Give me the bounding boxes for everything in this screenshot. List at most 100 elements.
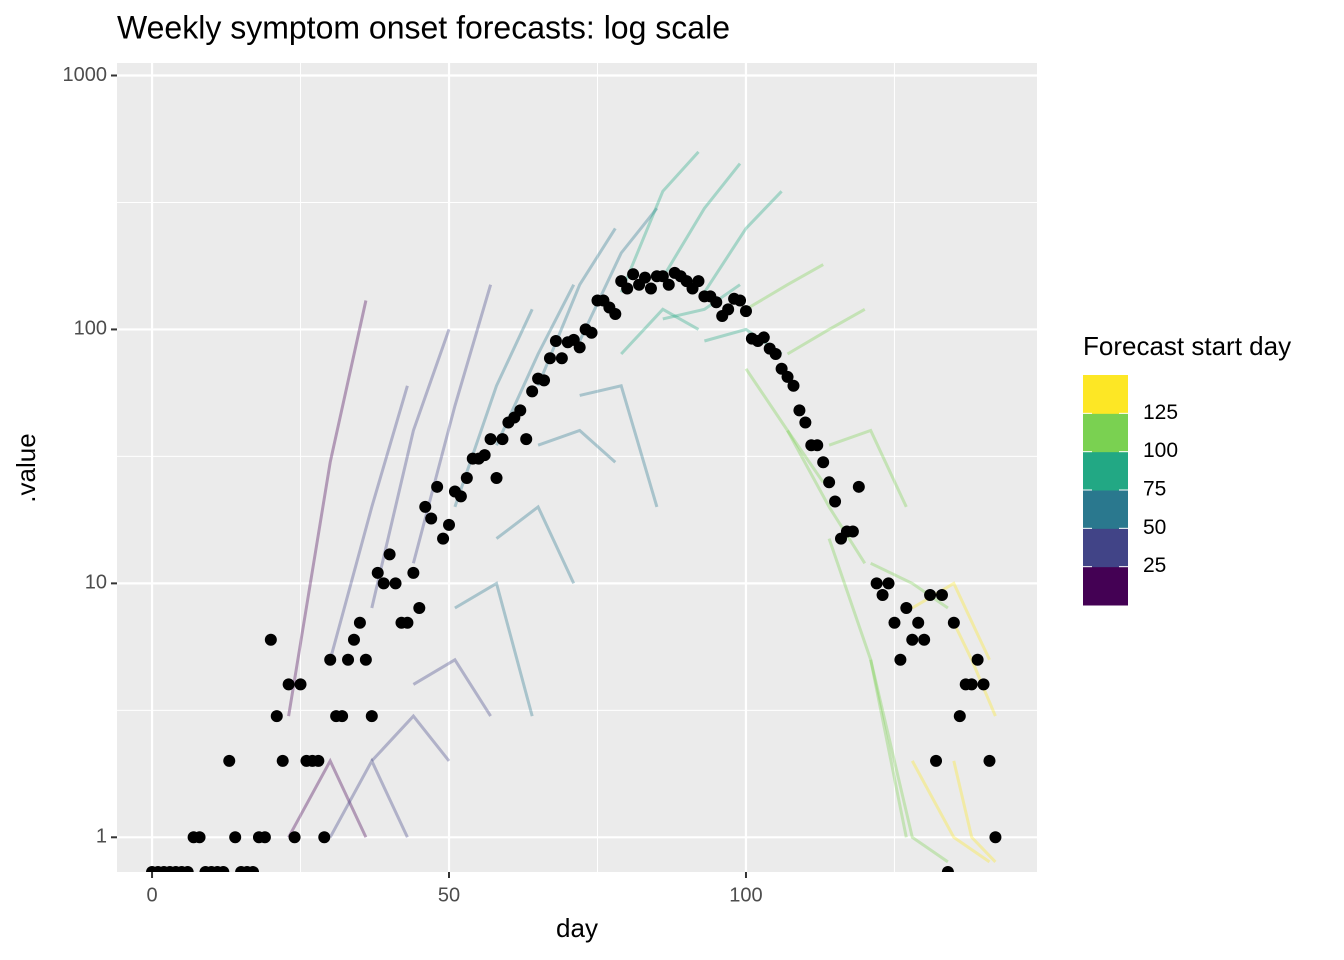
observed-point	[739, 305, 752, 318]
forecast-line	[370, 328, 451, 609]
observed-point	[573, 341, 586, 354]
observed-point	[443, 518, 456, 531]
legend-label: 50	[1143, 516, 1166, 539]
legend-swatch	[1083, 490, 1128, 529]
observed-point	[258, 831, 271, 844]
observed-point	[876, 588, 889, 601]
forecast-line	[870, 561, 949, 610]
forecast-line	[827, 538, 908, 838]
observed-point	[918, 633, 931, 646]
observed-point	[621, 282, 634, 295]
observed-point	[787, 379, 800, 392]
forecast-line	[661, 162, 742, 279]
legend-label: 100	[1143, 439, 1178, 462]
observed-point	[983, 754, 996, 767]
observed-point	[181, 866, 194, 872]
observed-point	[912, 616, 925, 629]
observed-point	[941, 866, 954, 872]
observed-point	[627, 268, 640, 281]
observed-point	[989, 831, 1002, 844]
observed-point	[852, 480, 865, 493]
observed-point	[793, 404, 806, 417]
observed-point	[454, 490, 467, 503]
y-tick-label: 1000	[63, 64, 108, 86]
forecast-line	[412, 657, 492, 717]
forecast-line	[537, 428, 617, 464]
forecast-line	[579, 384, 659, 508]
observed-point	[365, 710, 378, 723]
legend-swatch	[1083, 528, 1128, 568]
observed-point	[324, 653, 337, 666]
observed-point	[924, 588, 937, 601]
observed-point	[757, 331, 770, 344]
legend: 25 50 75 100 125	[1083, 375, 1178, 606]
forecast-line	[620, 307, 700, 356]
observed-point	[639, 271, 652, 284]
observed-point	[353, 616, 366, 629]
observed-point	[585, 326, 598, 339]
observed-point	[383, 548, 396, 561]
observed-point	[692, 275, 705, 288]
y-tick-label: 10	[85, 572, 107, 594]
observed-point	[264, 633, 277, 646]
observed-point	[526, 385, 539, 398]
forecast-line	[745, 263, 824, 311]
panel	[117, 63, 1037, 872]
observed-point	[900, 601, 913, 614]
observed-point	[965, 678, 978, 691]
observed-point	[413, 601, 426, 614]
observed-point	[644, 282, 657, 295]
observed-point	[318, 831, 331, 844]
observed-point	[846, 525, 859, 538]
observed-point	[460, 471, 473, 484]
observed-point	[935, 588, 948, 601]
forecast-line	[952, 760, 997, 863]
observed-point	[371, 566, 384, 579]
legend-swatch	[1083, 413, 1128, 453]
observed-point	[520, 433, 533, 446]
observed-point	[223, 754, 236, 767]
forecast-line	[703, 190, 783, 294]
observed-point	[425, 512, 438, 525]
y-tick-label: 1	[96, 826, 107, 848]
legend-swatch	[1083, 375, 1128, 414]
observed-point	[484, 433, 497, 446]
forecast-line	[662, 283, 741, 321]
legend-swatch	[1083, 566, 1128, 606]
x-tick-label: 50	[438, 884, 460, 906]
forecast-line	[786, 429, 867, 565]
observed-point	[514, 404, 527, 417]
observed-point	[734, 294, 747, 307]
observed-point	[823, 476, 836, 489]
observed-point	[401, 616, 414, 629]
legend-label: 125	[1143, 401, 1178, 424]
forecast-line	[536, 227, 617, 387]
observed-point	[312, 754, 325, 767]
observed-point	[347, 633, 360, 646]
chart-title: Weekly symptom onset forecasts: log scal…	[117, 9, 730, 45]
observed-point	[389, 577, 402, 590]
grid	[117, 63, 1037, 872]
forecast-line	[454, 581, 534, 717]
observed-point	[953, 710, 966, 723]
observed-point	[829, 495, 842, 508]
forecast-line	[287, 757, 368, 839]
observed-point	[609, 308, 622, 321]
forecast-line	[744, 367, 825, 484]
observed-point	[555, 352, 568, 365]
legend-label: 75	[1143, 478, 1166, 501]
observed-point	[276, 754, 289, 767]
observed-point	[656, 270, 669, 283]
observed-point	[977, 678, 990, 691]
forecast-line	[786, 307, 866, 356]
observed-point	[437, 532, 450, 545]
legend-title: Forecast start day	[1083, 331, 1291, 361]
observed-point	[478, 449, 491, 462]
forecast-line	[328, 385, 409, 661]
observed-point	[710, 296, 723, 309]
legend-swatch	[1083, 451, 1128, 491]
x-tick-label: 100	[729, 884, 762, 906]
observed-point	[888, 616, 901, 629]
observed-point	[377, 577, 390, 590]
